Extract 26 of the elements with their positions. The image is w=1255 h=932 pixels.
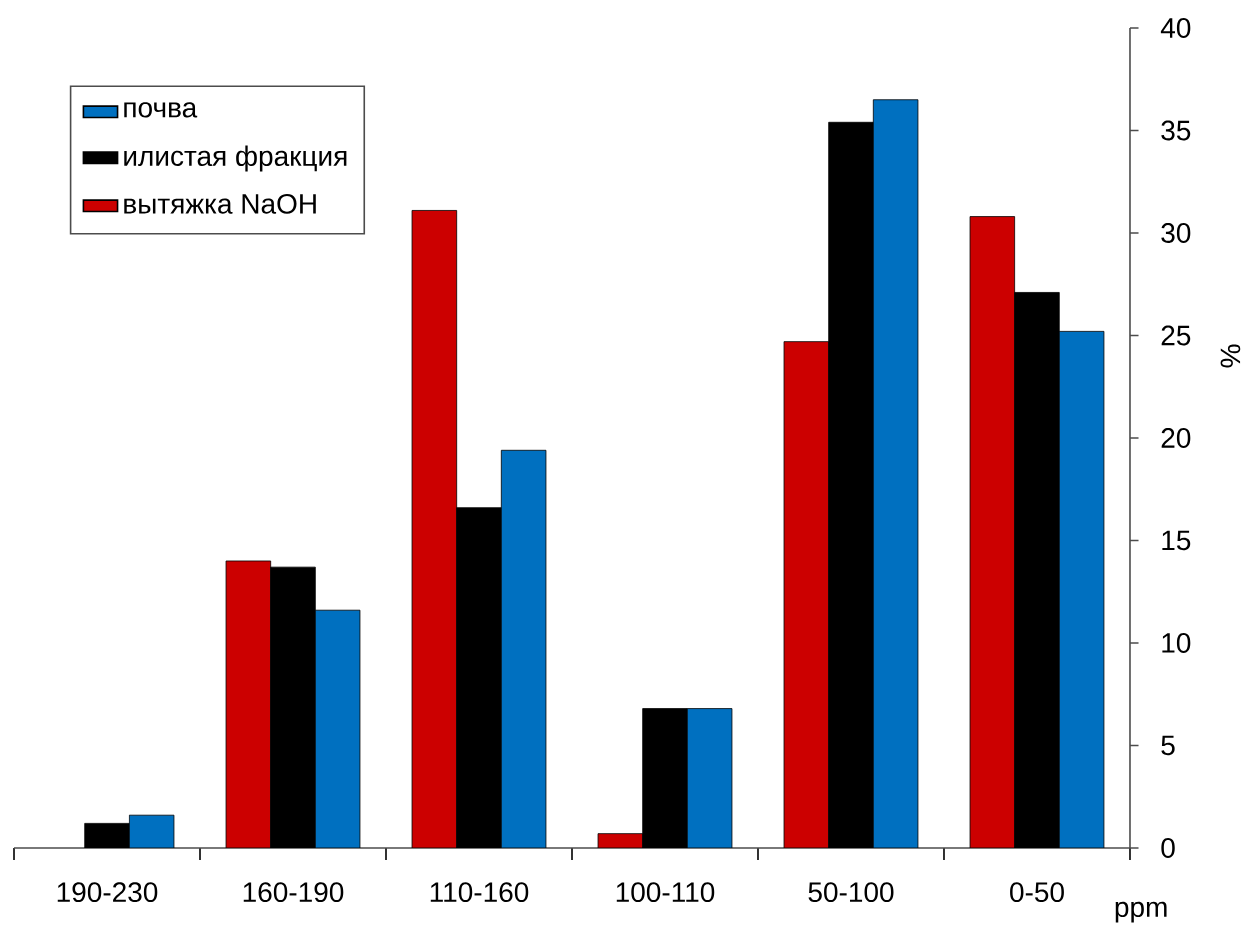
y-axis-title: % — [1220, 344, 1241, 368]
y-tick-label: 5 — [1161, 735, 1175, 756]
x-tick-label: 160-190 — [243, 882, 344, 903]
y-tick-label: 0 — [1161, 838, 1175, 858]
bar — [686, 708, 733, 849]
legend-label: илистая фракция — [124, 145, 347, 172]
y-tick-label: 30 — [1161, 223, 1191, 243]
x-tick-label: 110-160 — [430, 882, 529, 903]
y-tick-label: 10 — [1162, 633, 1191, 653]
y-tick-label: 25 — [1161, 325, 1191, 346]
x-axis-title: ppm — [1115, 901, 1167, 923]
bar — [314, 609, 361, 849]
y-tick-label: 40 — [1160, 18, 1191, 38]
x-tick-label: 0-50 — [1010, 882, 1064, 903]
legend-label: вытяжка NaOH — [124, 193, 316, 214]
x-tick-label: 190-230 — [57, 882, 158, 903]
y-tick-label: 20 — [1161, 428, 1191, 448]
bar — [1058, 331, 1105, 849]
x-tick-label: 50-100 — [808, 882, 894, 903]
y-tick-label: 35 — [1161, 120, 1191, 141]
y-tick-label: 15 — [1162, 530, 1191, 551]
bar — [500, 449, 547, 849]
bar — [872, 99, 919, 849]
x-tick-label: 100-110 — [616, 882, 715, 903]
legend-label: почва — [124, 102, 198, 118]
bar — [128, 814, 175, 849]
